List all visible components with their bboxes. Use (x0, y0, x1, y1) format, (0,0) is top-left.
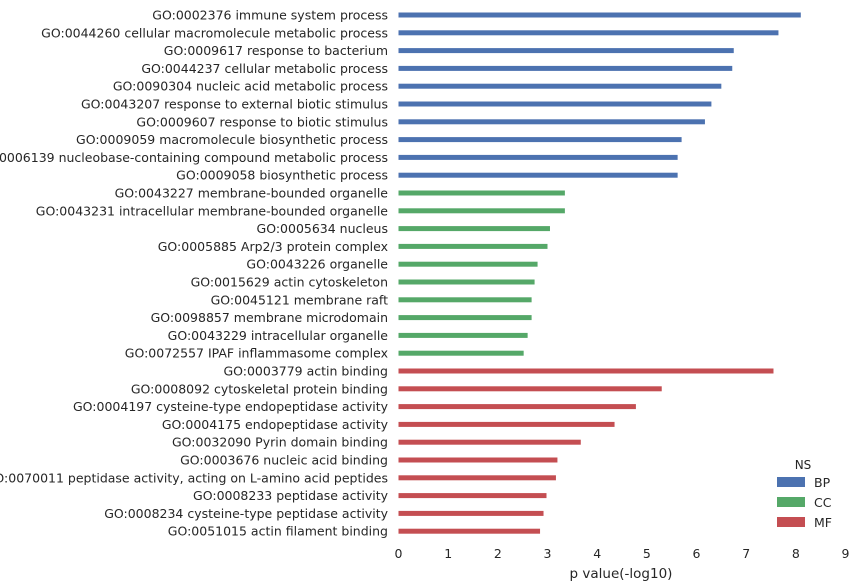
bar (398, 475, 556, 481)
bar (398, 350, 524, 356)
legend-label: MF (814, 515, 832, 530)
bar (398, 510, 544, 516)
legend-label: CC (814, 495, 832, 510)
legend-swatch (777, 497, 805, 507)
bar (398, 83, 722, 89)
y-tick-label: GO:0051015 actin filament binding (168, 524, 388, 539)
x-tick-label: 8 (792, 546, 800, 561)
y-tick-label: GO:0098857 membrane microdomain (151, 310, 388, 325)
y-tick-label: GO:0004175 endopeptidase activity (162, 417, 389, 432)
y-tick-label: GO:0008092 cytoskeletal protein binding (131, 381, 388, 396)
bar (398, 226, 550, 232)
y-tick-label: GO:0043207 response to external biotic s… (81, 97, 388, 112)
bar (398, 279, 535, 285)
legend: NS BP CC MF (777, 458, 832, 530)
x-tick-labels: 0 1 2 3 4 5 6 7 8 9 (395, 546, 850, 561)
x-tick-label: 3 (544, 546, 552, 561)
y-tick-label: GO:0045121 membrane raft (211, 292, 389, 307)
bar (398, 243, 548, 249)
y-tick-labels: GO:0002376 immune system process GO:00442… (0, 8, 389, 539)
y-tick-label: GO:0043231 intracellular membrane-bounde… (36, 203, 389, 218)
y-tick-label: GO:0005634 nucleus (257, 221, 388, 236)
bar (398, 315, 532, 321)
y-tick-label: GO:0044260 cellular macromolecule metabo… (41, 25, 388, 40)
bar (398, 30, 779, 36)
bar (398, 154, 678, 160)
x-tick-label: 9 (842, 546, 850, 561)
bar (398, 404, 636, 410)
bar (398, 12, 801, 18)
y-tick-label: GO:0005885 Arp2/3 protein complex (158, 239, 388, 254)
bar (398, 172, 678, 178)
bar (398, 190, 565, 196)
bar (398, 386, 662, 392)
bar (398, 208, 565, 214)
bar (398, 528, 541, 534)
x-tick-label: 6 (693, 546, 701, 561)
legend-label: BP (814, 475, 831, 490)
bar (398, 119, 705, 125)
y-tick-label: GO:0044237 cellular metabolic process (141, 61, 388, 76)
y-tick-label: GO:0008233 peptidase activity (193, 488, 389, 503)
y-tick-label: GO:0043229 intracellular organelle (168, 328, 389, 343)
y-tick-label: GO:0003676 nucleic acid binding (180, 453, 388, 468)
y-tick-label: GO:0006139 nucleobase-containing compoun… (0, 150, 388, 165)
y-tick-label: GO:0032090 Pyrin domain binding (172, 435, 388, 450)
y-tick-label: GO:0009059 macromolecule biosynthetic pr… (76, 132, 388, 147)
x-tick-label: 5 (643, 546, 651, 561)
y-tick-label: GO:0070011 peptidase activity, acting on… (0, 470, 388, 485)
y-tick-label: GO:0009058 biosynthetic process (176, 168, 388, 183)
x-tick-label: 2 (494, 546, 502, 561)
bar (398, 332, 528, 338)
x-tick-label: 4 (593, 546, 601, 561)
legend-swatch (777, 517, 805, 527)
bar (398, 48, 734, 54)
y-tick-label: GO:0043227 membrane-bounded organelle (115, 186, 389, 201)
x-axis-label: p value(-log10) (570, 566, 673, 582)
bar (398, 368, 774, 374)
y-tick-label: GO:0008234 cysteine-type peptidase activ… (104, 506, 388, 521)
y-tick-label: GO:0003779 actin binding (223, 364, 388, 379)
bar (398, 297, 532, 303)
bars-group (398, 12, 801, 534)
y-tick-label: GO:0004197 cysteine-type endopeptidase a… (73, 399, 389, 414)
bar (398, 137, 682, 143)
x-tick-label: 0 (395, 546, 403, 561)
x-tick-label: 7 (742, 546, 750, 561)
y-tick-label: GO:0015629 actin cytoskeleton (191, 275, 388, 290)
y-tick-label: GO:0072557 IPAF inflammasome complex (125, 346, 388, 361)
y-tick-label: GO:0009607 response to biotic stimulus (136, 114, 388, 129)
y-tick-label: GO:0002376 immune system process (152, 8, 388, 23)
legend-swatch (777, 477, 805, 487)
bar (398, 493, 547, 499)
legend-title: NS (795, 458, 812, 472)
bar (398, 457, 558, 463)
bar (398, 439, 581, 445)
x-tick-label: 1 (444, 546, 452, 561)
y-tick-label: GO:0043226 organelle (246, 257, 388, 272)
bar (398, 101, 712, 107)
y-tick-label: GO:0009617 response to bacterium (164, 43, 388, 58)
y-tick-label: GO:0090304 nucleic acid metabolic proces… (113, 79, 388, 94)
bar (398, 421, 615, 427)
bar (398, 261, 538, 267)
bar (398, 65, 733, 71)
